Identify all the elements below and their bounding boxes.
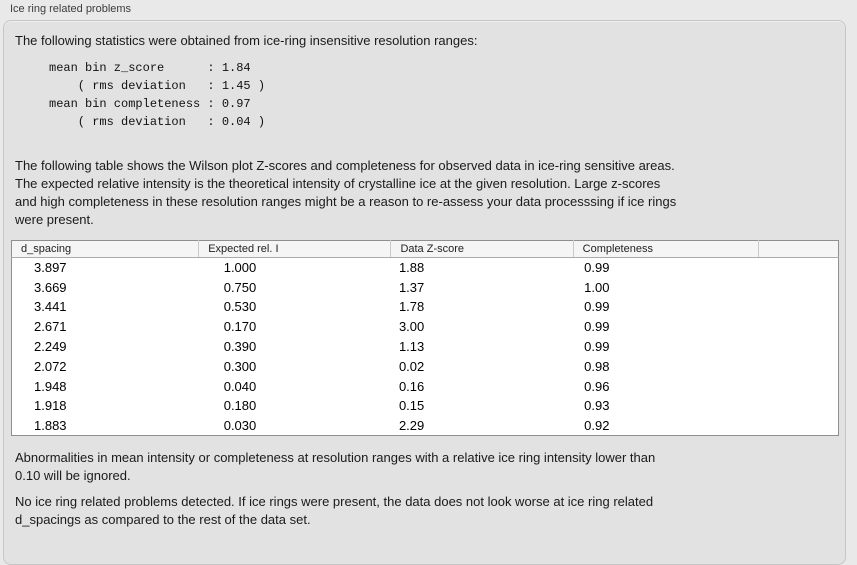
table-cell: 0.92: [584, 418, 610, 434]
table-cell: 0.390: [223, 339, 257, 355]
stats-block: mean bin z_score : 1.84 ( rms deviation …: [49, 61, 266, 129]
intro-text: The following statistics were obtained f…: [15, 33, 478, 48]
table-cell: 0.15: [398, 398, 425, 414]
table-cell: 1.918: [34, 398, 67, 414]
table-cell-empty: [758, 297, 838, 317]
table-description-text: The following table shows the Wilson plo…: [15, 158, 677, 227]
table-cell-empty: [758, 337, 838, 357]
table-row[interactable]: 1.948 0.040 0.16 0.96: [12, 376, 839, 396]
table-cell: 3.669: [34, 279, 67, 295]
abnormalities-note-text: Abnormalities in mean intensity or compl…: [15, 450, 656, 484]
ice-table-body: 3.897 1.000 1.88 0.99 3.669 0.750 1.37 1.00 3.44…: [12, 258, 839, 436]
column-header-data-z-score[interactable]: Data Z-score: [390, 240, 574, 258]
table-cell: 0.170: [223, 319, 257, 335]
table-cell: 0.99: [584, 339, 610, 355]
table-cell-empty: [758, 317, 838, 337]
table-cell: 0.040: [223, 378, 257, 394]
table-cell-empty: [758, 277, 838, 297]
table-cell-empty: [758, 356, 838, 376]
table-cell-empty: [758, 258, 838, 278]
column-header-expected-rel-i[interactable]: Expected rel. I: [198, 240, 391, 258]
table-cell: 1.000: [223, 260, 257, 276]
ice-ring-panel: The following statistics were obtained f…: [3, 20, 846, 565]
conclusion-text: No ice ring related problems detected. I…: [15, 494, 654, 528]
table-cell-empty: [758, 416, 838, 436]
table-cell: 0.030: [223, 418, 257, 434]
table-cell: 0.99: [584, 319, 610, 335]
table-row[interactable]: 3.669 0.750 1.37 1.00: [12, 277, 839, 297]
table-header-row: d_spacing Expected rel. I Data Z-score C…: [11, 240, 839, 258]
table-row[interactable]: 2.671 0.170 3.00 0.99: [12, 317, 839, 337]
table-row[interactable]: 1.918 0.180 0.15 0.93: [12, 396, 839, 416]
table-cell-empty: [758, 396, 838, 416]
table-row[interactable]: 1.883 0.030 2.29 0.92: [12, 416, 839, 436]
table-cell: 1.78: [398, 299, 425, 315]
ice-ring-table: d_spacing Expected rel. I Data Z-score C…: [11, 240, 839, 437]
table-cell: 0.96: [584, 378, 610, 394]
table-cell: 0.99: [584, 260, 610, 276]
table-cell: 2.29: [398, 418, 425, 434]
column-header-empty: [757, 240, 839, 258]
column-header-completeness[interactable]: Completeness: [572, 240, 759, 258]
table-cell: 0.180: [223, 398, 257, 414]
table-cell: 0.93: [584, 398, 610, 414]
table-row[interactable]: 3.897 1.000 1.88 0.99: [12, 258, 839, 278]
table-row[interactable]: 3.441 0.530 1.78 0.99: [12, 297, 839, 317]
table-cell: 2.671: [34, 319, 67, 335]
table-cell: 0.750: [223, 279, 257, 295]
table-cell: 3.897: [34, 260, 67, 276]
panel-title: Ice ring related problems: [10, 3, 132, 15]
column-header-d-spacing[interactable]: d_spacing: [11, 240, 199, 258]
table-cell: 1.883: [34, 418, 67, 434]
table-cell: 1.88: [398, 260, 425, 276]
table-cell: 3.441: [34, 299, 67, 315]
table-cell: 0.16: [398, 378, 425, 394]
table-cell: 1.00: [584, 279, 610, 295]
table-cell: 0.02: [398, 358, 425, 374]
table-row[interactable]: 2.072 0.300 0.02 0.98: [12, 356, 839, 376]
table-cell: 0.300: [223, 358, 257, 374]
table-cell: 0.530: [223, 299, 257, 315]
table-cell: 0.99: [584, 299, 610, 315]
table-row[interactable]: 2.249 0.390 1.13 0.99: [12, 337, 839, 357]
table-cell: 1.37: [398, 279, 425, 295]
table-cell: 2.249: [34, 339, 67, 355]
table-cell: 1.948: [34, 378, 67, 394]
table-cell: 3.00: [398, 319, 425, 335]
table-cell-empty: [758, 376, 838, 396]
table-cell: 0.98: [584, 358, 610, 374]
table-cell: 1.13: [398, 339, 425, 355]
table-cell: 2.072: [34, 358, 67, 374]
